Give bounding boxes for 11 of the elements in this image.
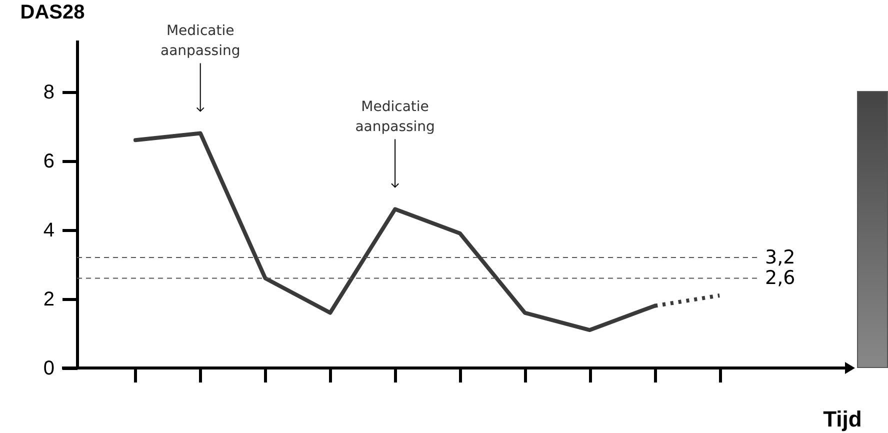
annotation: Medicatie aanpassing [160, 23, 240, 60]
y-tick-label: 0 [43, 358, 54, 380]
ref-line-label: 3,2 [765, 246, 796, 269]
y-tick-label: 2 [43, 288, 54, 310]
x-axis-title: Tijd [823, 406, 862, 432]
y-axis-title: DAS28 [20, 2, 85, 24]
y-tick-label: 6 [43, 150, 54, 172]
y-tick-label: 4 [43, 219, 54, 242]
annotation: Medicatie aanpassing [355, 99, 435, 136]
ref-line-label: 2,6 [765, 267, 796, 290]
y-tick-label: 8 [43, 81, 54, 104]
